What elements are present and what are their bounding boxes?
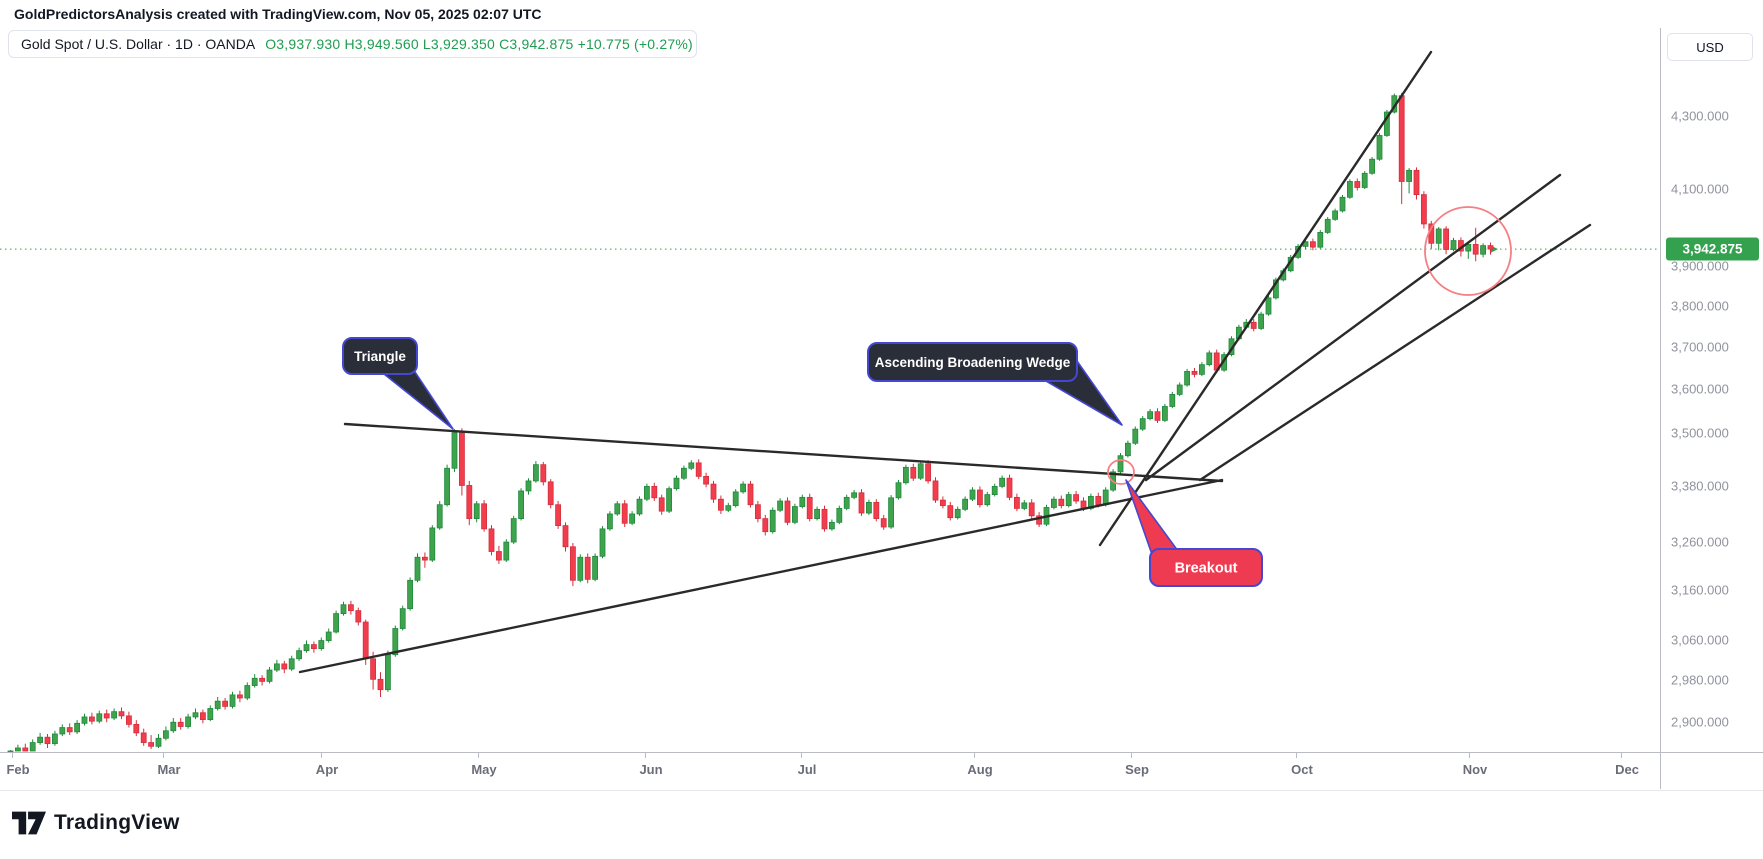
month-label-sep: Sep xyxy=(1125,762,1149,777)
candlestick-series xyxy=(7,92,1494,753)
tradingview-watermark: TradingView xyxy=(12,810,180,836)
symbol-title: Gold Spot / U.S. Dollar · 1D · OANDA xyxy=(21,36,256,52)
tradingview-logo-icon xyxy=(12,811,46,835)
month-tick xyxy=(974,753,975,758)
month-tick xyxy=(1131,753,1132,758)
callout-label-breakout: Breakout xyxy=(1175,561,1238,577)
price-tick-label: 2,980.000 xyxy=(1671,672,1729,688)
month-label-jul: Jul xyxy=(797,762,817,777)
month-label-oct: Oct xyxy=(1291,762,1313,777)
month-tick xyxy=(163,753,164,758)
currency-usd-button[interactable]: USD xyxy=(1667,33,1753,61)
price-tick-label: 3,800.000 xyxy=(1671,298,1729,314)
price-axis[interactable]: USD 4,300.000 4,100.000 3,900.000 3,800.000… xyxy=(1660,28,1763,789)
price-tick-label: 3,900.000 xyxy=(1671,258,1729,274)
price-tick-label: 3,060.000 xyxy=(1671,632,1729,648)
month-tick xyxy=(1296,753,1297,758)
month-tick xyxy=(801,753,802,758)
trendline-wedge-lower xyxy=(1198,223,1592,482)
price-tick-label: 3,380.000 xyxy=(1671,478,1729,494)
tradingview-logo-text: TradingView xyxy=(54,811,180,834)
price-tick-label: 3,500.000 xyxy=(1671,425,1729,441)
price-tick-label: 3,700.000 xyxy=(1671,339,1729,355)
callout-bubble-breakout xyxy=(1149,548,1263,587)
month-tick xyxy=(1621,753,1622,758)
month-tick xyxy=(1469,753,1470,758)
ohlc-values: O3,937.930 H3,949.560 L3,929.350 C3,942.… xyxy=(265,36,693,52)
price-tick-label: 2,900.000 xyxy=(1671,714,1729,730)
trendline-wedge-mid xyxy=(1144,173,1562,482)
month-label-mar: Mar xyxy=(157,762,181,777)
callout-tail-triangle xyxy=(383,365,454,430)
month-tick xyxy=(321,753,322,758)
callout-label-wedge: Ascending Broadening Wedge xyxy=(875,355,1071,370)
month-label-apr: Apr xyxy=(315,762,339,777)
price-tick-label: 4,100.000 xyxy=(1671,181,1729,197)
trendline-triangle-upper xyxy=(343,422,1224,483)
price-tick-label: 4,300.000 xyxy=(1671,108,1729,124)
callout-bubble-triangle xyxy=(342,337,418,375)
month-label-may: May xyxy=(471,762,497,777)
month-tick xyxy=(645,753,646,758)
symbol-legend[interactable]: Gold Spot / U.S. Dollar · 1D · OANDA O3,… xyxy=(8,30,697,58)
month-label-nov: Nov xyxy=(1462,762,1488,777)
trendline-triangle-lower xyxy=(298,478,1224,674)
last-price-badge: 3,942.875 xyxy=(1666,237,1759,261)
trendline-wedge-upper xyxy=(1098,50,1433,547)
month-tick xyxy=(478,753,479,758)
time-axis[interactable]: Feb Mar Apr May Jun Jul Aug Sep Oct Nov Dec xyxy=(0,752,1763,791)
month-label-aug: Aug xyxy=(967,762,993,777)
price-tick-label: 3,260.000 xyxy=(1671,534,1729,550)
month-label-jun: Jun xyxy=(639,762,663,777)
breakout-circle xyxy=(1107,459,1135,485)
price-tick-label: 3,160.000 xyxy=(1671,582,1729,598)
callout-bubble-wedge xyxy=(867,342,1078,382)
attribution-text: GoldPredictorsAnalysis created with Trad… xyxy=(14,6,542,22)
price-tick-label: 3,600.000 xyxy=(1671,381,1729,397)
consolidation-circle xyxy=(1424,206,1512,296)
callout-label-triangle: Triangle xyxy=(354,349,406,364)
month-label-dec: Dec xyxy=(1615,762,1639,777)
month-tick xyxy=(12,753,13,758)
month-label-feb: Feb xyxy=(6,762,30,777)
